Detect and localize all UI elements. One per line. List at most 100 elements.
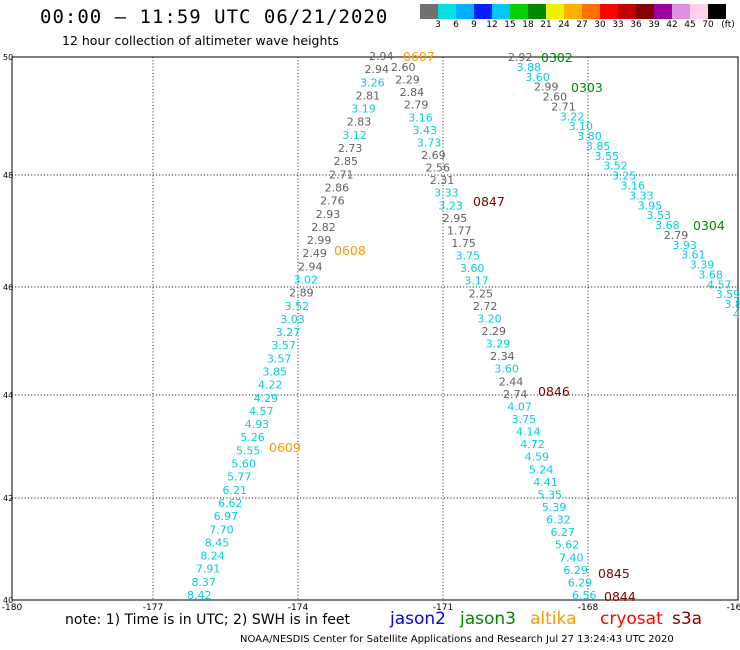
legend-labels: 3 6 9 12 15 18 21 24 27 30 33 36 39 42 45 70 (ft) [420, 19, 740, 33]
legend-label: 6 [453, 20, 459, 30]
legend-label: 33 [612, 20, 624, 30]
legend-label: 15 [504, 20, 516, 30]
wave-height-value: 4 [733, 308, 740, 321]
wave-height-value: 3.59 [716, 288, 740, 301]
pass-time-label: 0846 [538, 384, 570, 399]
legend-swatches [420, 4, 740, 19]
wave-height-value: 3.61 [681, 249, 706, 262]
satellite-altika: altika [530, 609, 577, 629]
wave-height-value: 3.75 [456, 250, 481, 263]
wave-height-value: 2.86 [325, 181, 350, 194]
wave-height-value: 3.60 [494, 363, 519, 376]
legend-swatch [528, 4, 546, 19]
wave-height-value: 3.8 [724, 298, 740, 311]
wave-height-value: 2.99 [534, 81, 559, 94]
satellite-cryosat: cryosat [600, 609, 663, 629]
legend-swatch [456, 4, 474, 19]
wave-height-value: 3.52 [285, 300, 310, 313]
wave-height-value: 3.60 [525, 71, 550, 84]
wave-height-value: 2.44 [499, 375, 524, 388]
wave-height-value: 3.12 [342, 129, 367, 142]
wave-height-value: 5.39 [542, 501, 567, 514]
lon-label: -171 [433, 603, 453, 613]
page-title: 00:00 – 11:59 UTC 06/21/2020 [40, 6, 389, 28]
wave-height-value: 2.82 [311, 221, 336, 234]
wave-height-value: 2.71 [329, 168, 354, 181]
legend-label: 36 [630, 20, 642, 30]
wave-height-value: 4.57 [249, 405, 274, 418]
wave-height-value: 5.62 [555, 539, 580, 552]
legend-label: 9 [471, 20, 477, 30]
wave-height-value: 2.94 [298, 260, 323, 273]
page-subtitle: 12 hour collection of altimeter wave hei… [62, 33, 339, 48]
pass-time-label: 0608 [334, 243, 366, 258]
wave-height-value: 6.32 [546, 514, 571, 527]
legend-swatch [708, 4, 726, 19]
wave-height-value: 3.52 [603, 160, 628, 173]
wave-height-value: 5.24 [529, 463, 554, 476]
satellite-s3a: s3a [672, 609, 703, 629]
legend-swatch [654, 4, 672, 19]
wave-height-value: 2.60 [543, 91, 568, 104]
legend-swatch [582, 4, 600, 19]
wave-height-value: 2.85 [333, 155, 358, 168]
legend-swatch [636, 4, 654, 19]
wave-height-value: 8.37 [191, 576, 216, 589]
wave-height-value: 3.22 [560, 110, 585, 123]
wave-height-value: 3.80 [577, 130, 602, 143]
legend-label: 3 [435, 20, 441, 30]
legend-unit: (ft) [721, 20, 735, 30]
wave-height-value: 6.29 [563, 564, 588, 577]
lon-label: -16 [727, 603, 740, 613]
wave-height-value: 4.07 [507, 400, 532, 413]
legend-swatch [420, 4, 438, 19]
footer-credit: NOAA/NESDIS Center for Satellite Applica… [240, 634, 674, 645]
wave-height-value: 8.42 [187, 589, 212, 602]
legend-swatch [474, 4, 492, 19]
wave-height-value: 2.34 [490, 350, 514, 363]
wave-height-value: 4.93 [245, 418, 270, 431]
wave-height-value: 3.29 [486, 338, 511, 351]
legend-label: 24 [558, 20, 570, 30]
wave-height-value: 2.60 [391, 61, 416, 74]
legend-swatch [618, 4, 636, 19]
wave-height-value: 3.19 [351, 103, 376, 116]
wave-height-value: 3.33 [629, 189, 654, 202]
pass-time-label: 0304 [693, 218, 725, 233]
wave-height-value: 4.41 [533, 476, 558, 489]
wave-height-value: 2.56 [425, 162, 450, 175]
wave-height-value: 2.76 [320, 195, 345, 208]
pass-time-label: 0609 [269, 440, 301, 455]
wave-height-value: 3.93 [672, 239, 697, 252]
wave-height-value: 7.40 [559, 551, 584, 564]
wave-height-value: 2.81 [356, 89, 381, 102]
legend-label: 70 [702, 20, 714, 30]
wave-height-value: 2.92 [508, 51, 533, 64]
lat-label: 44 [3, 391, 13, 400]
wave-height-value: 2.31 [430, 174, 455, 187]
wave-height-value: 2.29 [482, 325, 507, 338]
wave-height-value: 3.60 [460, 262, 485, 275]
map-frame [11, 56, 739, 601]
wave-height-value: 3.57 [271, 339, 296, 352]
wave-height-value: 7.91 [196, 563, 221, 576]
wave-height-value: 3.16 [408, 111, 433, 124]
lat-label: 50 [3, 53, 13, 62]
wave-height-value: 2.89 [289, 287, 314, 300]
lat-label: 40 [3, 596, 13, 605]
lon-label: -174 [288, 603, 309, 613]
legend-label: 39 [648, 20, 660, 30]
legend-swatch [546, 4, 564, 19]
wave-height-value: 4.29 [254, 392, 279, 405]
legend-label: 45 [684, 20, 696, 30]
wave-height-value: 3.26 [360, 76, 385, 89]
wave-height-value: 6.97 [214, 510, 239, 523]
wave-height-value: 3.16 [621, 180, 646, 193]
legend-label: 21 [540, 20, 552, 30]
wave-height-value: 3.75 [512, 413, 536, 426]
wave-height-value: 2.83 [347, 116, 372, 129]
wave-height-value: 3.53 [646, 209, 671, 222]
lat-label: 48 [3, 171, 13, 180]
wave-height-value: 2.93 [316, 208, 341, 221]
wave-height-value: 3.88 [517, 61, 542, 74]
